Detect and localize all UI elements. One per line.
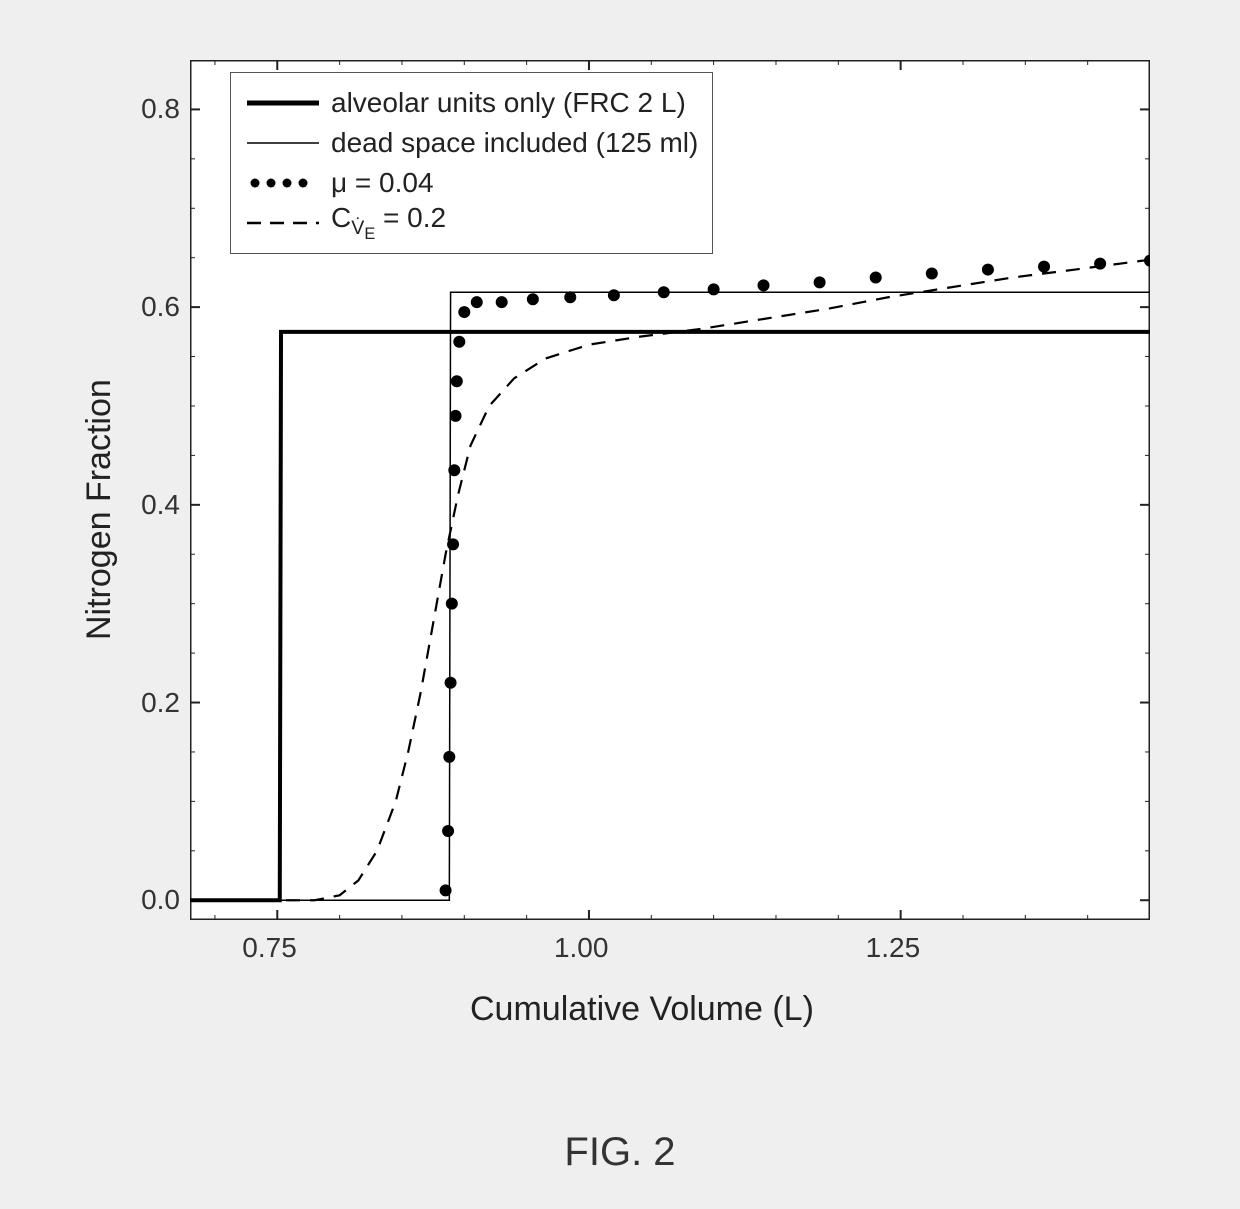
legend-item: alveolar units only (FRC 2 L) <box>245 83 698 123</box>
legend-label: μ = 0.04 <box>331 167 434 199</box>
figure-caption: FIG. 2 <box>0 1130 1240 1175</box>
xtick-label: 0.75 <box>242 932 297 964</box>
legend-label: CV̇E = 0.2 <box>331 202 446 244</box>
legend-label: alveolar units only (FRC 2 L) <box>331 87 686 119</box>
legend-swatch <box>245 211 321 235</box>
legend: alveolar units only (FRC 2 L) dead space … <box>230 72 713 254</box>
xtick-label: 1.25 <box>866 932 921 964</box>
legend-swatch <box>245 171 321 195</box>
legend-swatch <box>245 131 321 155</box>
ytick-label: 0.6 <box>130 291 180 323</box>
legend-item: dead space included (125 ml) <box>245 123 698 163</box>
ytick-label: 0.4 <box>130 489 180 521</box>
figure: Nitrogen Fraction Cumulative Volume (L) … <box>0 0 1240 1209</box>
legend-swatch <box>245 91 321 115</box>
xtick-label: 1.00 <box>554 932 609 964</box>
legend-item: CV̇E = 0.2 <box>245 203 698 243</box>
ytick-label: 0.2 <box>130 687 180 719</box>
x-axis-title: Cumulative Volume (L) <box>470 990 814 1029</box>
legend-label: dead space included (125 ml) <box>331 127 698 159</box>
ytick-label: 0.0 <box>130 884 180 916</box>
y-axis-title: Nitrogen Fraction <box>80 379 119 640</box>
legend-item: μ = 0.04 <box>245 163 698 203</box>
ytick-label: 0.8 <box>130 93 180 125</box>
